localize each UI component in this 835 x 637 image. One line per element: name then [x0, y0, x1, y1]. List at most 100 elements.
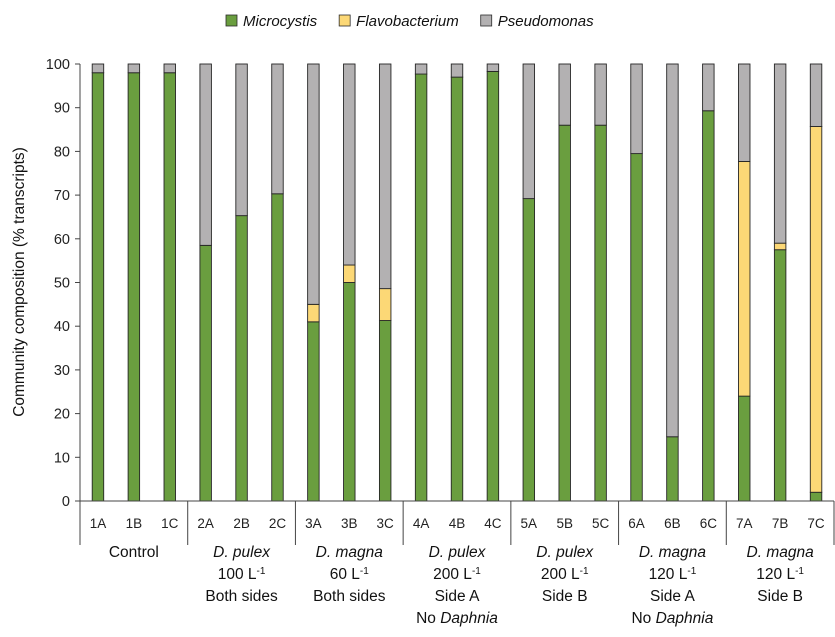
x-tick-label-2A: 2A: [197, 516, 214, 531]
y-tick-label: 60: [54, 232, 70, 248]
bar-3C-flavobacterium: [378, 288, 392, 321]
bar-3A-pseudomonas: [307, 63, 320, 305]
x-tick-label-7C: 7C: [807, 516, 825, 531]
x-tick-label-4A: 4A: [413, 516, 430, 531]
legend: Microcystis Flavobacterium Pseudomonas: [225, 13, 594, 30]
bar-3A-flavobacterium: [307, 303, 320, 323]
x-tick-label-4C: 4C: [484, 516, 502, 531]
bar-6B-microcystis: [666, 436, 679, 502]
bar-6A-microcystis: [630, 153, 643, 502]
bar-3B-flavobacterium: [343, 264, 356, 283]
bar-1C-microcystis: [163, 72, 176, 502]
group-label-2-line-2: 100 L-1: [218, 566, 266, 584]
bar-7C-microcystis: [809, 491, 823, 502]
y-tick-label: 30: [54, 363, 70, 379]
group-label-5-line-1: D. pulex: [536, 544, 594, 561]
bar-1B-pseudomonas: [127, 63, 141, 74]
y-tick-label: 0: [62, 494, 70, 510]
y-tick-label: 80: [54, 144, 70, 160]
bar-1A-microcystis: [91, 72, 105, 502]
bar-6A-pseudomonas: [630, 63, 643, 155]
x-tick-label-2B: 2B: [233, 516, 250, 531]
group-label-3-line-3: Both sides: [313, 588, 386, 605]
group-label-4-line-1: D. pulex: [429, 544, 487, 561]
y-tick-label: 10: [54, 450, 70, 466]
bar-3B-microcystis: [343, 282, 356, 502]
x-tick-label-5A: 5A: [521, 516, 538, 531]
group-labels: Control D. pulex 100 L-1 Both sides D. magna…: [109, 544, 814, 627]
group-label-7-line-2: 120 L-1: [756, 566, 804, 584]
bar-6C-pseudomonas: [702, 63, 715, 112]
group-label-4-line-4: No Daphnia: [416, 610, 498, 627]
x-tick-label-6C: 6C: [700, 516, 718, 531]
legend-label-0: Microcystis: [243, 13, 318, 30]
group-label-2-line-1: D. pulex: [213, 544, 271, 561]
x-tick-label-3C: 3C: [377, 516, 395, 531]
legend-swatch-2: [480, 14, 493, 27]
group-label-6-line-4: No Daphnia: [631, 610, 713, 627]
group-label-6-line-1: D. magna: [639, 544, 707, 561]
x-tick-label-1B: 1B: [126, 516, 143, 531]
bar-7A-pseudomonas: [738, 63, 751, 162]
x-tick-label-6A: 6A: [628, 516, 645, 531]
bar-1A-pseudomonas: [91, 63, 105, 74]
bar-4C-pseudomonas: [486, 63, 500, 72]
y-tick-label: 90: [54, 101, 70, 117]
group-label-1-line-1: Control: [109, 544, 159, 561]
y-tick-label: 100: [46, 57, 70, 73]
y-tick-label: 50: [54, 276, 70, 292]
bar-3A-microcystis: [307, 321, 320, 502]
y-tick-label: 70: [54, 188, 70, 204]
group-label-5-line-2: 200 L-1: [541, 566, 589, 584]
legend-label-2: Pseudomonas: [498, 13, 594, 30]
legend-label-1: Flavobacterium: [356, 13, 459, 30]
bar-3C-microcystis: [378, 320, 392, 502]
bar-6C-microcystis: [702, 110, 715, 502]
bar-2B-microcystis: [235, 215, 248, 502]
bar-2C-pseudomonas: [271, 63, 284, 195]
y-axis: 0 10 20 30 40 50 60 70 80 90 100: [46, 57, 81, 510]
bar-7C-flavobacterium: [809, 126, 823, 493]
x-tick-label-2C: 2C: [269, 516, 287, 531]
bar-7A-microcystis: [738, 395, 751, 502]
x-tick-label-7B: 7B: [772, 516, 789, 531]
x-axis: 1A 1B 1C 2A 2B 2C 3A 3B 3C 4A 4B 4C 5A 5B 5C 6A 6B 6C 7A 7B…: [79, 500, 835, 545]
x-tick-label-7A: 7A: [736, 516, 753, 531]
x-tick-label-3B: 3B: [341, 516, 358, 531]
bar-5A-microcystis: [522, 198, 536, 502]
x-tick-label-6B: 6B: [664, 516, 681, 531]
group-label-6-line-3: Side A: [650, 588, 695, 605]
x-tick-label-5C: 5C: [592, 516, 610, 531]
x-tick-label-3A: 3A: [305, 516, 322, 531]
group-label-7-line-1: D. magna: [747, 544, 815, 561]
group-label-6-line-2: 120 L-1: [649, 566, 697, 584]
bar-5C-pseudomonas: [594, 63, 607, 126]
bar-2A-microcystis: [199, 244, 212, 502]
bar-7A-flavobacterium: [738, 161, 751, 397]
bar-2B-pseudomonas: [235, 63, 248, 217]
group-label-4-line-2: 200 L-1: [433, 566, 481, 584]
group-label-3-line-2: 60 L-1: [330, 566, 370, 584]
y-tick-label: 40: [54, 319, 70, 335]
bar-4C-microcystis: [486, 70, 500, 502]
bar-4B-microcystis: [450, 76, 464, 502]
bar-2C-microcystis: [271, 193, 284, 502]
bar-4B-pseudomonas: [450, 63, 464, 78]
bar-7C-pseudomonas: [809, 63, 823, 127]
bar-7B-microcystis: [773, 249, 787, 502]
y-axis-label: Community composition (% transcripts): [11, 147, 28, 417]
legend-swatch-0: [225, 14, 238, 27]
bar-4A-microcystis: [414, 73, 428, 502]
bar-7B-pseudomonas: [773, 63, 787, 244]
group-label-5-line-3: Side B: [542, 588, 588, 605]
bar-3C-pseudomonas: [378, 63, 392, 290]
bars: [91, 63, 823, 502]
group-label-2-line-3: Both sides: [205, 588, 278, 605]
bar-5C-microcystis: [594, 124, 607, 502]
bar-5A-pseudomonas: [522, 63, 536, 200]
bar-6B-pseudomonas: [666, 63, 679, 438]
group-label-4-line-3: Side A: [435, 588, 480, 605]
y-tick-label: 20: [54, 407, 70, 423]
x-tick-label-1A: 1A: [90, 516, 107, 531]
